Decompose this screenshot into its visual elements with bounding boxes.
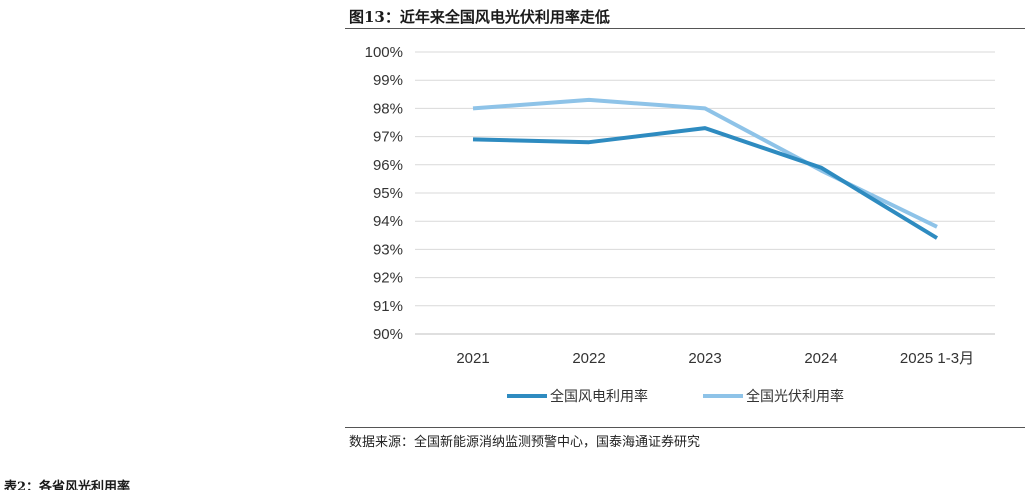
- y-tick-label: 99%: [373, 72, 403, 89]
- x-tick-label: 2022: [572, 350, 605, 367]
- y-tick-label: 97%: [373, 129, 403, 146]
- legend-label: 全国光伏利用率: [746, 388, 844, 405]
- figure-title: 图13：近年来全国风电光伏利用率走低: [349, 8, 610, 26]
- x-tick-label: 2023: [688, 350, 721, 367]
- legend: 全国风电利用率 全国光伏利用率: [507, 388, 844, 405]
- source-rule: [345, 427, 1025, 428]
- series-lines: [472, 97, 939, 240]
- series-line: [472, 97, 938, 229]
- gridlines: [415, 51, 995, 335]
- y-tick-label: 90%: [373, 326, 403, 343]
- series-line: [472, 126, 939, 240]
- y-tick-label: 95%: [373, 185, 403, 202]
- next-table-title: 表2：各省风光利用率: [4, 480, 131, 490]
- x-tick-label: 2025 1-3月: [900, 350, 974, 367]
- y-axis-ticks: 90% 91% 92% 93% 94% 95% 96% 97% 98% 99% 100%: [365, 44, 403, 343]
- line-chart: 90%91%92%93%94%95%96%97%98%99%100% 2021 2…: [365, 44, 995, 405]
- y-tick-label: 94%: [373, 213, 403, 230]
- x-axis-ticks: 2021 2022 2023 2024 2025 1-3月: [456, 350, 974, 367]
- y-tick-label: 100%: [365, 44, 403, 61]
- y-tick-label: 96%: [373, 157, 403, 174]
- y-tick-label: 91%: [373, 298, 403, 315]
- legend-label: 全国风电利用率: [550, 388, 648, 405]
- title-rule: [345, 28, 1025, 29]
- x-tick-label: 2024: [804, 350, 837, 367]
- y-tick-label: 98%: [373, 100, 403, 117]
- source-note: 数据来源：全国新能源消纳监测预警中心，国泰海通证券研究: [349, 435, 701, 450]
- y-tick-label: 92%: [373, 270, 403, 287]
- x-tick-label: 2021: [456, 350, 489, 367]
- y-tick-label: 93%: [373, 241, 403, 258]
